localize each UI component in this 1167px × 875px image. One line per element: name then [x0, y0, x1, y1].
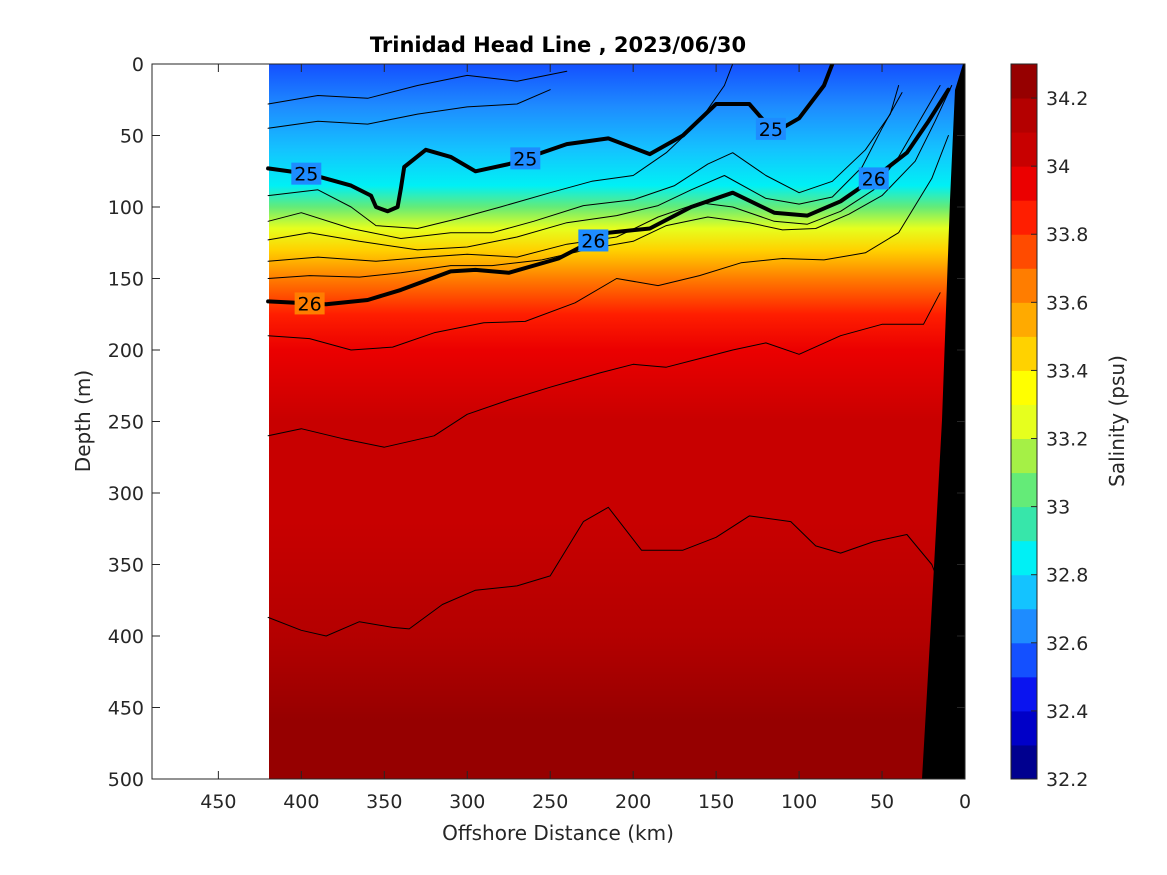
- colorbar-segment: [1011, 540, 1037, 576]
- colorbar-segment: [1011, 744, 1037, 780]
- contour-label: 25: [513, 148, 537, 170]
- colorbar-tick-label: 32.6: [1046, 633, 1088, 655]
- colorbar-segment: [1011, 234, 1037, 269]
- colorbar: 32.2 32.4 32.6 32.8 33 33.2 33.4 33.6 33.8 34 34.2: [1010, 63, 1088, 791]
- colorbar-segment: [1011, 438, 1037, 474]
- x-tick-label: 250: [532, 791, 568, 813]
- contour-line-labeled: [266, 64, 835, 214]
- contour-line: [267, 135, 949, 351]
- y-tick-label: 500: [108, 769, 144, 791]
- y-tick-label: 450: [108, 698, 144, 720]
- contour-label-bg: [578, 229, 609, 252]
- colorbar-segment: [1011, 200, 1037, 235]
- x-tick-label: 400: [283, 791, 319, 813]
- colorbar-tick-label: 34.2: [1046, 88, 1088, 110]
- y-tick-label: 250: [108, 412, 144, 434]
- colorbar-tick-label: 33.4: [1046, 360, 1088, 382]
- contour-line: [267, 64, 734, 229]
- y-tick-label: 200: [108, 340, 144, 362]
- contour-label: 26: [862, 168, 886, 190]
- chart-title: Trinidad Head Line , 2023/06/30: [370, 33, 746, 57]
- colorbar-segment: [1011, 166, 1037, 201]
- x-tick-label: 450: [200, 791, 236, 813]
- x-axis-label: Offshore Distance (km): [442, 821, 674, 845]
- colorbar-segment: [1011, 98, 1037, 133]
- x-tick-label: 350: [366, 791, 402, 813]
- colorbar-tick-label: 33: [1046, 497, 1070, 519]
- colorbar-segment: [1011, 132, 1037, 167]
- colorbar-tick-label: 33.2: [1046, 429, 1088, 451]
- contour-line: [267, 92, 903, 251]
- colorbar-frame: [1010, 63, 1038, 780]
- contour-label: 25: [759, 119, 783, 141]
- colorbar-tick-label: 33.6: [1046, 292, 1088, 314]
- colorbar-tick-label: 34: [1046, 156, 1070, 178]
- colorbar-segment: [1011, 302, 1037, 337]
- density-contours: 25 25 25 26 26 26: [266, 64, 953, 637]
- contour-label-bg: [510, 147, 541, 170]
- colorbar-segment: [1011, 608, 1037, 644]
- contour-label: 26: [298, 293, 322, 315]
- colorbar-tick-label: 33.8: [1046, 224, 1088, 246]
- y-tick-label: 400: [108, 626, 144, 648]
- x-tick-label: 50: [870, 791, 894, 813]
- contour-line: [267, 89, 551, 129]
- contour-label-bg: [755, 117, 786, 140]
- colorbar-segment: [1011, 642, 1037, 678]
- y-axis-ticks: 0 50 100 150 200 250 300 350 400 450 500: [108, 54, 965, 791]
- colorbar-tick-label: 32.2: [1046, 769, 1088, 791]
- contour-label-bg: [291, 162, 322, 185]
- contour-label: 26: [581, 230, 605, 252]
- colorbar-segment: [1011, 506, 1037, 542]
- colorbar-label: Salinity (psu): [1105, 355, 1129, 487]
- contour-line: [267, 70, 568, 105]
- x-tick-label: 0: [959, 791, 971, 813]
- colorbar-tick-label: 32.8: [1046, 565, 1088, 587]
- y-tick-label: 0: [132, 54, 144, 76]
- contour-label: 25: [294, 164, 318, 186]
- seafloor-bathymetry: [922, 64, 965, 779]
- colorbar-segment: [1011, 268, 1037, 303]
- contour-label-bg: [858, 167, 889, 190]
- contour-label-bg: [294, 292, 325, 315]
- contour-line: [267, 506, 949, 637]
- salinity-field: [269, 64, 965, 779]
- colorbar-segment: [1011, 336, 1037, 371]
- contour-line: [267, 85, 953, 279]
- contour-line: [267, 292, 941, 448]
- y-tick-label: 150: [108, 269, 144, 291]
- y-tick-label: 50: [120, 126, 144, 148]
- x-axis-ticks: 450 400 350 300 250 200 150 100 50 0: [200, 64, 971, 813]
- colorbar-segment: [1011, 574, 1037, 610]
- y-tick-label: 100: [108, 197, 144, 219]
- y-axis-label: Depth (m): [71, 370, 95, 472]
- x-tick-label: 100: [781, 791, 817, 813]
- colorbar-segment: [1011, 404, 1037, 440]
- x-tick-label: 150: [698, 791, 734, 813]
- colorbar-segment: [1011, 370, 1037, 405]
- x-tick-label: 200: [615, 791, 651, 813]
- colorbar-segment: [1011, 64, 1037, 99]
- contour-line: [267, 85, 900, 239]
- colorbar-segment: [1011, 472, 1037, 508]
- y-tick-label: 300: [108, 483, 144, 505]
- y-tick-label: 350: [108, 555, 144, 577]
- colorbar-tick-label: 32.4: [1046, 701, 1088, 723]
- colorbar-segment: [1011, 676, 1037, 712]
- colorbar-segment: [1011, 710, 1037, 746]
- x-tick-label: 300: [449, 791, 485, 813]
